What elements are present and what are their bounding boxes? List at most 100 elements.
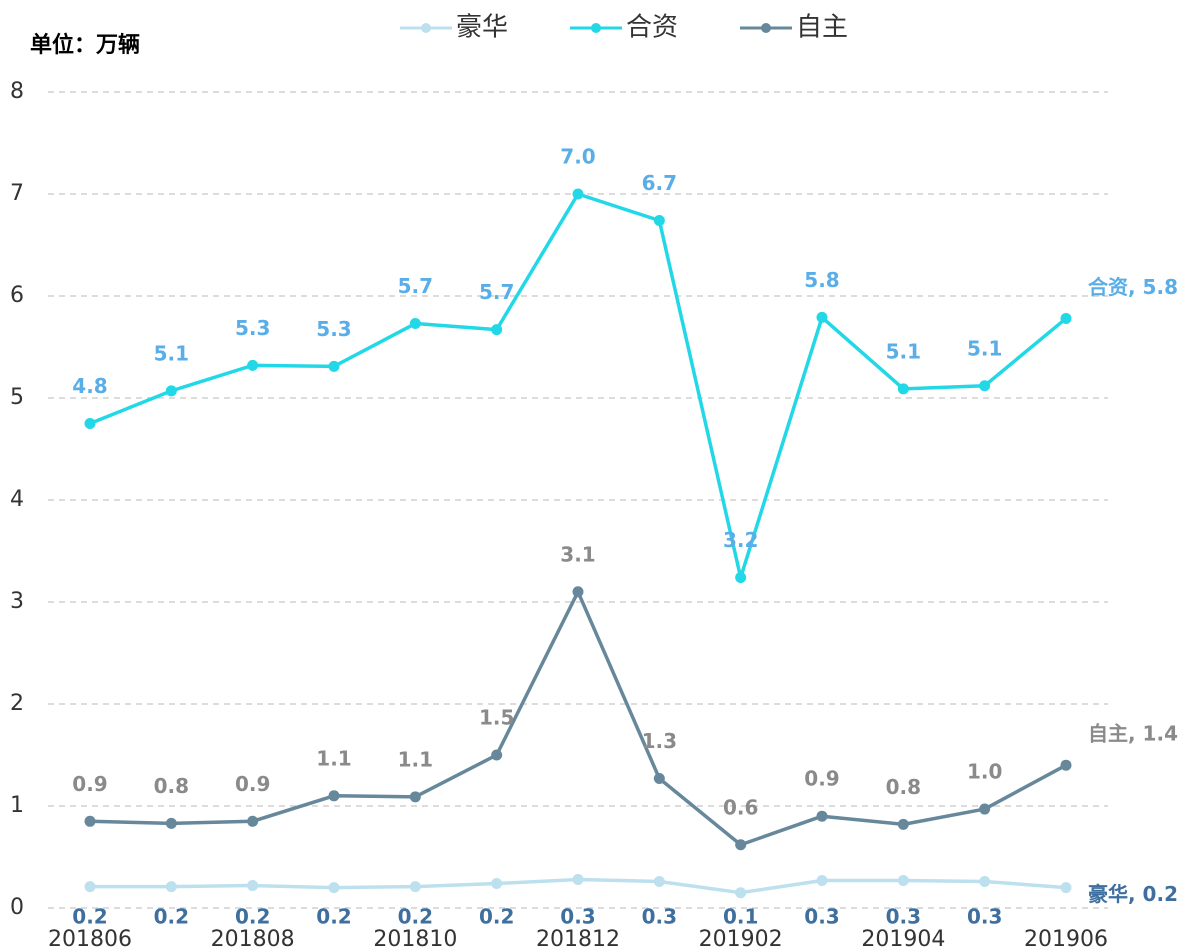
- data-label: 0.2: [72, 905, 107, 929]
- data-point: [491, 878, 503, 890]
- data-point: [491, 324, 503, 336]
- data-point: [328, 360, 340, 372]
- data-point: [897, 383, 909, 395]
- data-label: 0.3: [967, 905, 1002, 929]
- data-label: 0.9: [235, 772, 270, 796]
- data-label: 0.3: [886, 905, 921, 929]
- unit-label: 单位：万辆: [30, 32, 140, 58]
- data-label: 4.8: [72, 374, 107, 398]
- x-tick-label: 201808: [211, 927, 295, 952]
- data-label: 1.5: [479, 706, 514, 730]
- data-label: 6.7: [642, 171, 677, 195]
- data-label: 1.1: [316, 746, 351, 770]
- data-label: 0.3: [560, 905, 595, 929]
- data-label: 5.1: [967, 336, 1002, 360]
- data-label: 0.8: [154, 774, 189, 798]
- x-tick-label: 201906: [1024, 927, 1108, 952]
- legend-label: 合资: [626, 13, 678, 43]
- data-label: 5.7: [398, 274, 433, 298]
- y-tick-label: 8: [10, 79, 24, 104]
- y-tick-label: 4: [10, 487, 24, 512]
- data-point: [816, 874, 828, 886]
- data-label: 3.2: [723, 528, 758, 552]
- data-point: [653, 875, 665, 887]
- data-label: 1.1: [398, 747, 433, 771]
- data-point: [816, 311, 828, 323]
- data-label: 0.2: [154, 905, 189, 929]
- x-tick-label: 201810: [373, 927, 457, 952]
- data-point: [409, 881, 421, 893]
- y-tick-label: 3: [10, 589, 24, 614]
- data-label: 1.3: [642, 729, 677, 753]
- data-label: 豪华, 0.2: [1088, 882, 1178, 906]
- legend-marker: [421, 23, 431, 33]
- data-point: [572, 188, 584, 200]
- data-label: 0.1: [723, 905, 758, 929]
- data-point: [897, 818, 909, 830]
- data-point: [409, 318, 421, 330]
- data-label: 0.3: [804, 905, 839, 929]
- data-label: 0.8: [886, 775, 921, 799]
- data-label: 自主, 1.4: [1088, 722, 1178, 746]
- y-tick-label: 2: [10, 691, 24, 716]
- y-tick-label: 1: [10, 793, 24, 818]
- data-point: [1060, 882, 1072, 894]
- legend-marker: [591, 23, 601, 33]
- legend-label: 自主: [796, 13, 848, 43]
- data-label: 1.0: [967, 760, 1002, 784]
- data-label: 0.2: [235, 905, 270, 929]
- data-point: [735, 839, 747, 851]
- data-label: 5.8: [804, 268, 839, 292]
- data-point: [247, 359, 259, 371]
- x-tick-label: 201902: [699, 927, 783, 952]
- data-point: [1060, 312, 1072, 324]
- data-label: 0.2: [316, 905, 351, 929]
- data-point: [165, 881, 177, 893]
- y-tick-label: 7: [10, 181, 24, 206]
- data-label: 0.9: [804, 767, 839, 791]
- series-line: [89, 590, 1067, 847]
- x-tick-label: 201806: [48, 927, 132, 952]
- y-tick-label: 0: [10, 895, 24, 920]
- data-point: [735, 572, 747, 584]
- data-point: [572, 873, 584, 885]
- data-label: 0.9: [72, 772, 107, 796]
- data-point: [84, 881, 96, 893]
- data-point: [409, 791, 421, 803]
- data-label: 0.3: [642, 905, 677, 929]
- data-point: [653, 215, 665, 227]
- data-point: [1060, 759, 1072, 771]
- data-point: [735, 887, 747, 899]
- data-point: [247, 880, 259, 892]
- legend-marker: [761, 23, 771, 33]
- legend-label: 豪华: [456, 13, 508, 43]
- data-point: [165, 385, 177, 397]
- y-tick-label: 6: [10, 283, 24, 308]
- data-label: 合资, 5.8: [1088, 275, 1178, 299]
- data-label: 7.0: [560, 145, 595, 169]
- data-point: [816, 810, 828, 822]
- data-label: 5.1: [886, 339, 921, 363]
- data-point: [979, 380, 991, 392]
- data-point: [653, 772, 665, 784]
- data-point: [572, 586, 584, 598]
- data-point: [165, 817, 177, 829]
- data-label: 0.2: [479, 905, 514, 929]
- data-label: 5.1: [154, 341, 189, 365]
- data-label: 5.3: [316, 317, 351, 341]
- data-label: 0.6: [723, 795, 758, 819]
- data-point: [247, 815, 259, 827]
- data-point: [84, 815, 96, 827]
- data-point: [84, 418, 96, 429]
- data-point: [328, 790, 340, 802]
- data-label: 3.1: [560, 542, 595, 566]
- data-point: [979, 875, 991, 887]
- data-point: [328, 882, 340, 894]
- data-label: 5.7: [479, 280, 514, 304]
- data-label: 5.3: [235, 316, 270, 340]
- data-point: [491, 749, 503, 761]
- x-tick-label: 201904: [861, 927, 945, 952]
- series-line: [89, 192, 1068, 580]
- y-tick-label: 5: [10, 385, 24, 410]
